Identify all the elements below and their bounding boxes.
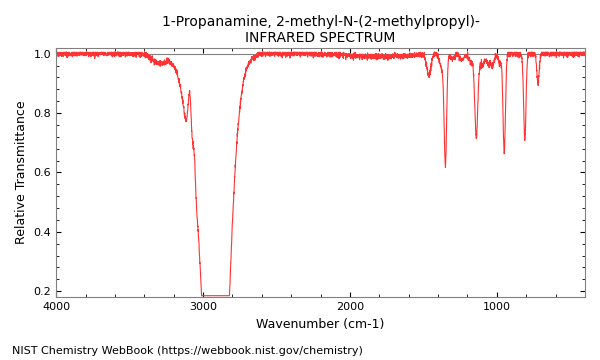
Title: 1-Propanamine, 2-methyl-N-(2-methylpropyl)-
INFRARED SPECTRUM: 1-Propanamine, 2-methyl-N-(2-methylpropy… xyxy=(161,15,479,45)
X-axis label: Wavenumber (cm-1): Wavenumber (cm-1) xyxy=(256,318,385,330)
Text: NIST Chemistry WebBook (https://webbook.nist.gov/chemistry): NIST Chemistry WebBook (https://webbook.… xyxy=(12,346,363,356)
Y-axis label: Relative Transmittance: Relative Transmittance xyxy=(15,101,28,244)
